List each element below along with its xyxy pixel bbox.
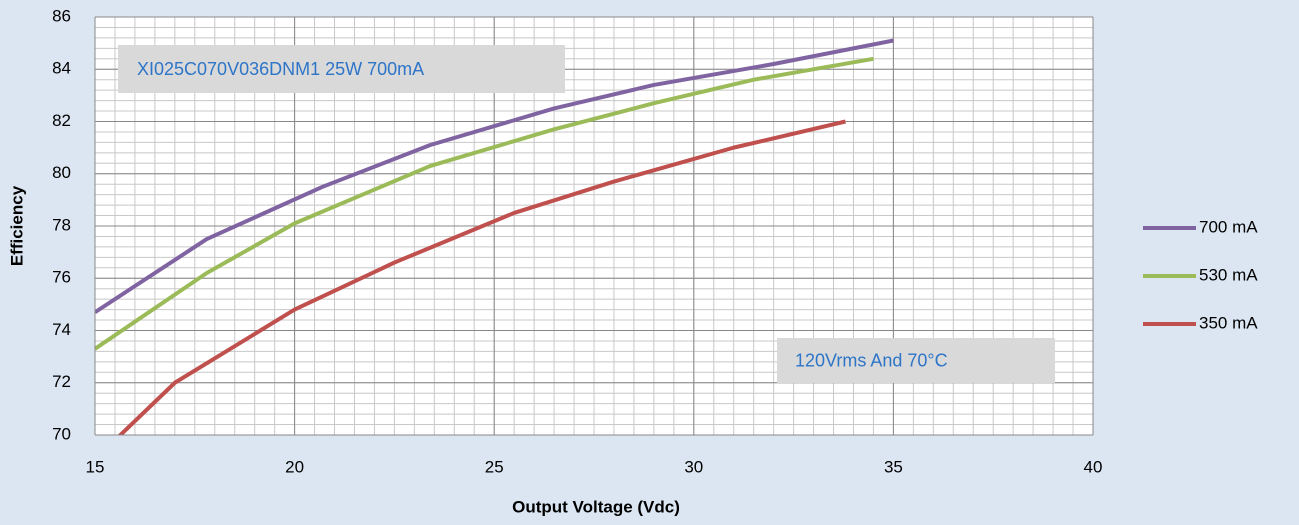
y-axis-title: Efficiency	[7, 185, 26, 266]
x-axis-title: Output Voltage (Vdc)	[512, 497, 680, 516]
x-tick-label: 40	[1084, 457, 1103, 476]
line	[95, 56, 874, 351]
y-tick-label: 80	[52, 163, 71, 182]
series-group	[95, 38, 894, 435]
y-tick-label: 72	[52, 372, 71, 391]
x-tick-label: 15	[86, 457, 105, 476]
x-tick-label: 30	[684, 457, 703, 476]
annotation: XI025C070V036DNM1 25W 700mA	[137, 59, 424, 79]
line	[117, 119, 846, 435]
annotation-box	[118, 45, 565, 93]
y-tick-label: 78	[52, 215, 71, 234]
y-tick-label: 84	[52, 59, 71, 78]
x-tick-label: 20	[285, 457, 304, 476]
y-tick-label: 82	[52, 111, 71, 130]
y-tick-label: 74	[52, 320, 71, 339]
legend-label: 350 mA	[1199, 313, 1258, 332]
y-tick-label: 76	[52, 268, 71, 287]
y-tick-label: 70	[52, 424, 71, 443]
line	[95, 38, 894, 314]
annotation: 120Vrms And 70°C	[795, 350, 948, 370]
legend-label: 700 mA	[1199, 217, 1258, 236]
x-tick-label: 35	[884, 457, 903, 476]
legend-label: 530 mA	[1199, 265, 1258, 284]
x-tick-label: 25	[485, 457, 504, 476]
annotation-box	[777, 338, 1055, 383]
y-tick-label: 86	[52, 6, 71, 25]
